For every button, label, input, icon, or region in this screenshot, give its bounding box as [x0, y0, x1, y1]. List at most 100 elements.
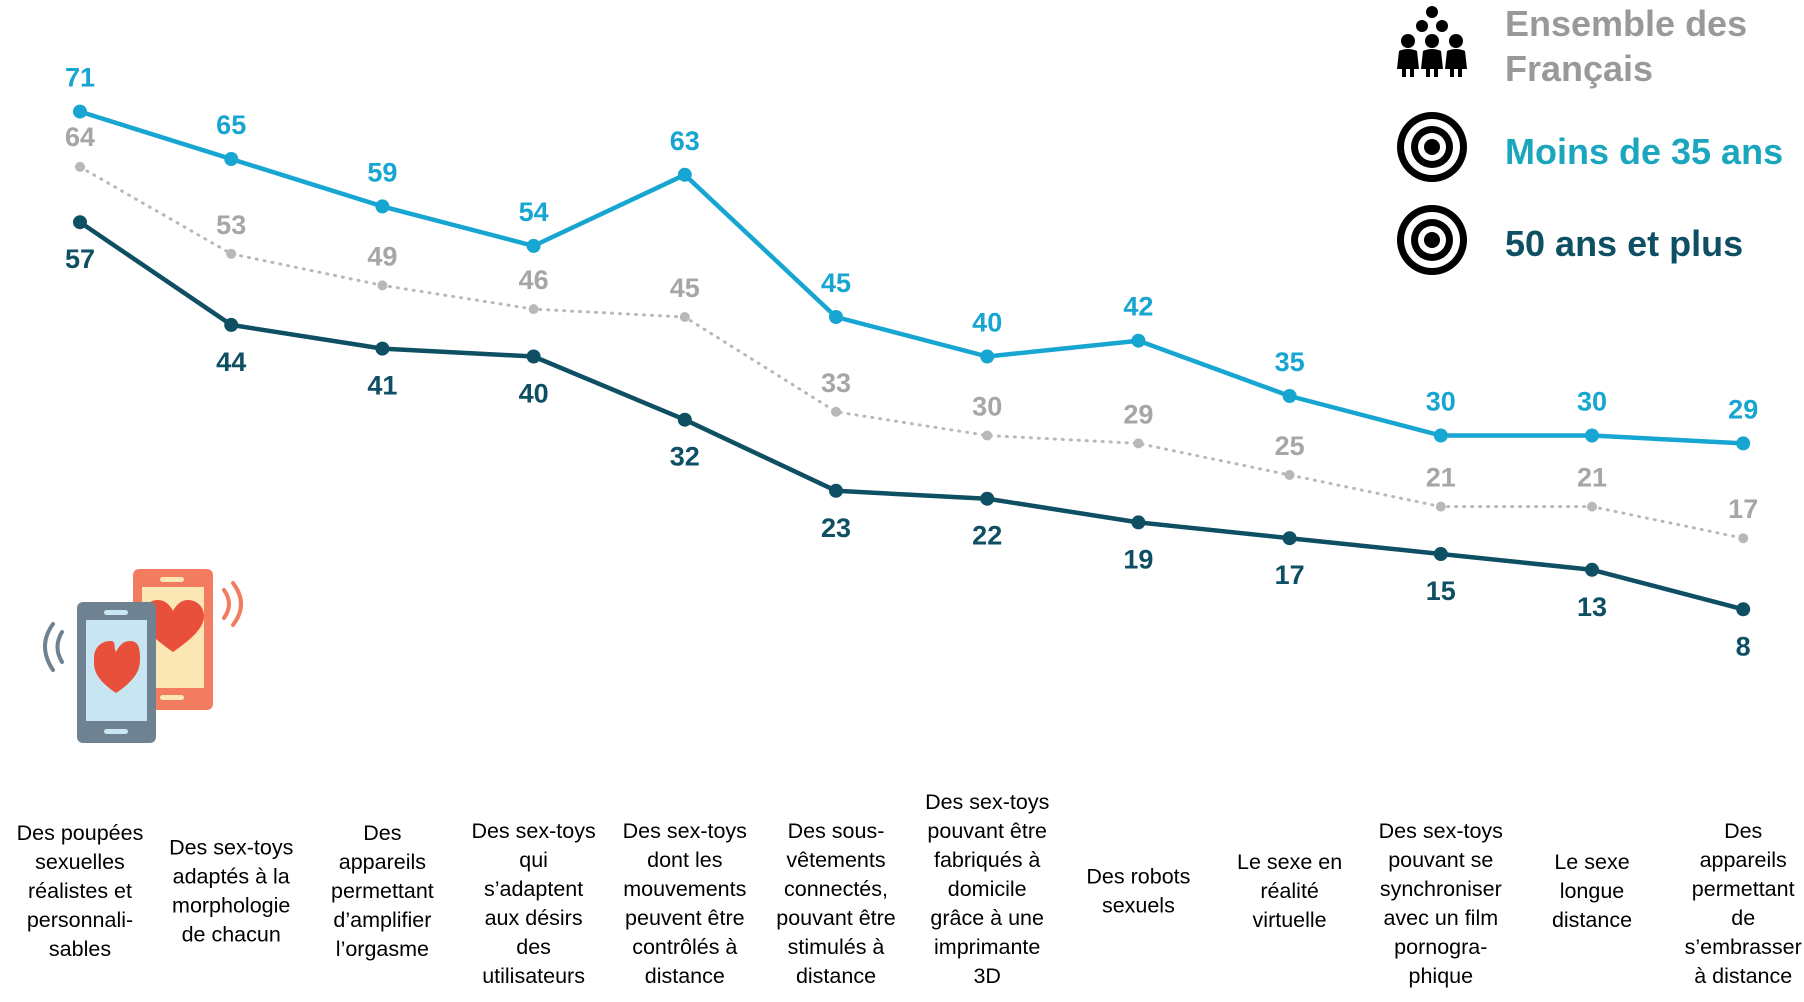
value-label-ensemble: 64	[65, 122, 95, 152]
data-point-ensemble	[377, 280, 388, 291]
value-label-ensemble: 29	[1123, 399, 1153, 429]
series-lines	[73, 104, 1751, 617]
data-point-ensemble	[528, 304, 539, 315]
data-point-plus50	[829, 483, 843, 498]
value-label-ensemble: 33	[821, 368, 851, 398]
data-point-plus50	[1736, 602, 1751, 617]
data-point-moins35	[526, 238, 541, 253]
data-point-plus50	[1433, 547, 1448, 561]
data-point-moins35	[1736, 436, 1751, 451]
data-point-ensemble	[1587, 501, 1597, 512]
value-label-moins35: 42	[1123, 292, 1153, 322]
data-point-plus50	[1282, 531, 1297, 546]
data-point-ensemble	[226, 248, 237, 259]
value-label-plus50: 17	[1275, 560, 1305, 590]
value-label-moins35: 35	[1275, 347, 1305, 377]
value-label-ensemble: 45	[670, 273, 700, 303]
category-label: Des appareils permettant d’amplifier l’orgas…	[331, 821, 434, 961]
value-label-plus50: 8	[1736, 631, 1751, 661]
value-label-moins35: 45	[821, 268, 851, 298]
data-point-moins35	[73, 104, 87, 119]
legend-label: Moins de 35 ans	[1505, 131, 1783, 172]
value-label-moins35: 30	[1426, 387, 1456, 417]
value-label-ensemble: 46	[519, 265, 549, 295]
value-label-moins35: 40	[972, 308, 1002, 338]
value-label-plus50: 41	[367, 371, 397, 401]
value-label-plus50: 32	[670, 442, 700, 472]
legend-label: Ensemble des	[1505, 3, 1747, 44]
value-label-plus50: 22	[972, 521, 1002, 551]
series-line-plus50	[77, 219, 1746, 612]
category-label: Le sexe longue distance	[1552, 850, 1632, 932]
value-label-moins35: 63	[670, 126, 700, 156]
data-point-plus50	[677, 412, 692, 427]
category-label: Des sex-toys pouvant se synchroniser avec u…	[1379, 819, 1503, 988]
category-label: Le sexe en réalité virtuelle	[1237, 850, 1342, 932]
value-label-plus50: 15	[1426, 576, 1456, 606]
people-group-icon	[1397, 6, 1467, 77]
value-label-ensemble: 53	[216, 210, 246, 240]
value-label-plus50: 57	[65, 244, 95, 274]
value-label-ensemble: 30	[972, 392, 1002, 422]
category-label: Des sex-toys adaptés à la morphologie de ch…	[169, 836, 293, 947]
value-label-plus50: 40	[519, 379, 549, 409]
data-point-plus50	[980, 491, 995, 506]
data-point-ensemble	[1284, 470, 1295, 480]
data-point-moins35	[829, 310, 843, 324]
data-point-moins35	[1585, 428, 1599, 443]
value-label-plus50: 19	[1123, 544, 1153, 574]
data-point-plus50	[73, 215, 87, 230]
value-label-ensemble: 17	[1728, 494, 1758, 524]
data-point-plus50	[526, 349, 541, 364]
legend-label: Français	[1505, 48, 1653, 89]
value-label-ensemble: 21	[1426, 463, 1456, 493]
data-point-ensemble	[1133, 438, 1144, 449]
category-label: Des sex-toys pouvant être fabriqués à domic…	[925, 790, 1049, 988]
data-point-plus50	[375, 341, 390, 356]
value-label-moins35: 30	[1577, 387, 1607, 417]
data-point-moins35	[980, 349, 995, 364]
category-label: Des sex-toys dont les mouvements peuvent êt…	[623, 819, 747, 988]
value-label-plus50: 13	[1577, 592, 1607, 622]
series-line-ensemble	[78, 165, 1745, 540]
category-label: Des sex-toys qui s’adaptent aux désirs des ut…	[471, 819, 595, 988]
data-point-ensemble	[831, 406, 841, 417]
data-point-ensemble	[982, 430, 993, 441]
category-label: Des appareils permettant de s’embrasser à dis…	[1685, 819, 1802, 988]
phones-heart-icon	[43, 569, 243, 743]
data-point-ensemble	[1435, 501, 1446, 512]
value-label-ensemble: 25	[1275, 431, 1305, 461]
category-label: Des poupées sexuelles réalistes et personna…	[17, 821, 144, 961]
legend-item: 50 ans et plus	[1397, 205, 1743, 275]
value-label-plus50: 23	[821, 513, 851, 543]
data-point-ensemble	[679, 312, 690, 322]
value-label-moins35: 29	[1728, 394, 1758, 424]
value-label-moins35: 59	[367, 157, 397, 187]
data-point-ensemble	[75, 161, 85, 172]
data-point-moins35	[1131, 333, 1146, 348]
data-point-moins35	[1282, 389, 1297, 403]
value-label-moins35: 71	[65, 63, 95, 93]
target-icon	[1397, 112, 1467, 182]
value-labels: 64 53 49 46 45 33 30 29 25 21 21 17 71 65 59 54 63 45 40 42…	[65, 63, 1758, 662]
data-point-ensemble	[1738, 533, 1749, 544]
series-line-moins35	[77, 109, 1746, 446]
category-label: Des robots sexuels	[1086, 865, 1190, 918]
data-point-plus50	[1585, 562, 1599, 577]
data-point-moins35	[375, 199, 390, 214]
legend-item: Moins de 35 ans	[1397, 112, 1783, 182]
data-point-plus50	[224, 317, 239, 332]
category-label: Des sous-vêtements connectés, pouvant être…	[776, 819, 896, 988]
target-icon	[1397, 205, 1467, 275]
value-label-ensemble: 21	[1577, 463, 1607, 493]
data-point-moins35	[677, 167, 692, 182]
legend-label: 50 ans et plus	[1505, 223, 1743, 264]
value-label-ensemble: 49	[367, 241, 397, 271]
value-label-moins35: 65	[216, 110, 246, 140]
category-labels: Des poupées sexuelles réalistes et personna…	[17, 790, 1802, 988]
data-point-plus50	[1131, 515, 1146, 530]
data-point-moins35	[1433, 428, 1448, 443]
